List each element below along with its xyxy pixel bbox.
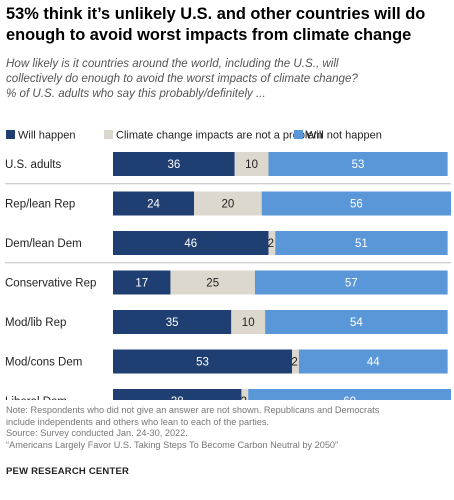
data-label-conservative-rep-not-a-problem: 25 <box>206 278 219 290</box>
bar-u-s-adults-will-not-happen <box>268 152 448 176</box>
category-label-rep-lean-rep: Rep/lean Rep <box>5 199 75 211</box>
data-label-dem-lean-dem-will-not-happen: 51 <box>355 238 368 250</box>
data-label-mod-cons-dem-not-a-problem: 2 <box>291 357 297 369</box>
category-label-conservative-rep: Conservative Rep <box>5 278 96 290</box>
legend-not-a-problem-swatch <box>104 130 113 139</box>
data-label-dem-lean-dem-will-happen: 46 <box>184 238 197 250</box>
data-label-conservative-rep-will-happen: 17 <box>135 278 148 290</box>
bar-liberal-dem-not-a-problem <box>241 389 249 400</box>
bar-liberal-dem-will-happen <box>113 389 242 400</box>
data-label-dem-lean-dem-not-a-problem: 2 <box>268 238 274 250</box>
chart-subtitle: How likely is it countries around the wo… <box>6 56 450 101</box>
data-label-conservative-rep-will-not-happen: 57 <box>345 278 358 290</box>
bar-rep-lean-rep-will-happen <box>113 191 195 216</box>
bar-liberal-dem-will-not-happen <box>248 389 451 400</box>
bar-mod-lib-rep-will-not-happen <box>265 310 448 334</box>
bar-rep-lean-rep-not-a-problem <box>194 191 262 216</box>
bar-u-s-adults-not-a-problem <box>234 152 269 176</box>
data-label-u-s-adults-not-a-problem: 10 <box>245 159 258 171</box>
data-label-rep-lean-rep-not-a-problem: 20 <box>222 199 235 211</box>
report-title: “Americans Largely Favor U.S. Taking Ste… <box>6 439 339 450</box>
note-line-1: Note: Respondents who did not give an an… <box>6 405 380 415</box>
bar-dem-lean-dem-not-a-problem <box>268 231 276 255</box>
chart-notes: Note: Respondents who did not give an an… <box>6 405 452 451</box>
bar-conservative-rep-not-a-problem <box>170 270 255 295</box>
bar-conservative-rep-will-not-happen <box>254 270 448 295</box>
note-line-2: include independents and others who lean… <box>6 416 270 427</box>
stacked-bar-chart: Will happen Climate change impacts are no… <box>5 130 451 400</box>
data-label-mod-cons-dem-will-not-happen: 44 <box>367 357 380 369</box>
data-label-liberal-dem-will-not-happen: 60 <box>343 396 356 400</box>
source-text: Source: Survey conducted Jan. 24-30, 202… <box>6 428 188 439</box>
legend-will-not-happen-label: Will not happen <box>306 130 382 142</box>
data-label-mod-lib-rep-will-happen: 35 <box>166 317 179 329</box>
legend-will-not-happen-swatch <box>294 130 303 139</box>
category-label-liberal-dem: Liberal Dem <box>5 396 67 400</box>
data-label-mod-lib-rep-will-not-happen: 54 <box>350 317 363 329</box>
title-line-1: 53% think it’s unlikely U.S. and other c… <box>6 5 426 23</box>
bar-mod-cons-dem-will-not-happen <box>298 349 448 374</box>
title-line-2: enough to avoid worst impacts from clima… <box>6 26 412 44</box>
category-label-dem-lean-dem: Dem/lean Dem <box>5 238 82 250</box>
category-label-u-s-adults: U.S. adults <box>5 159 61 171</box>
bar-conservative-rep-will-happen <box>113 270 171 295</box>
data-label-u-s-adults-will-happen: 36 <box>167 159 180 171</box>
legend-not-a-problem-label: Climate change impacts are not a problem <box>116 130 323 142</box>
subtitle-line-3: % of U.S. adults who say this probably/d… <box>6 87 266 100</box>
data-label-mod-lib-rep-not-a-problem: 10 <box>242 317 255 329</box>
bar-rep-lean-rep-will-not-happen <box>261 191 451 216</box>
organization-name: PEW RESEARCH CENTER <box>6 466 130 477</box>
legend-will-happen-swatch <box>6 130 15 139</box>
category-label-mod-lib-rep: Mod/lib Rep <box>5 317 66 329</box>
bar-u-s-adults-will-happen <box>113 152 235 176</box>
data-label-u-s-adults-will-not-happen: 53 <box>352 159 365 171</box>
bar-mod-lib-rep-not-a-problem <box>231 310 266 334</box>
bar-mod-cons-dem-will-happen <box>113 349 293 374</box>
bar-mod-cons-dem-not-a-problem <box>292 349 299 374</box>
legend-will-happen-label: Will happen <box>18 130 75 142</box>
chart-title: 53% think it’s unlikely U.S. and other c… <box>6 4 450 46</box>
data-label-liberal-dem-not-a-problem: 2 <box>241 396 247 400</box>
bar-dem-lean-dem-will-not-happen <box>275 231 448 255</box>
data-label-rep-lean-rep-will-not-happen: 56 <box>350 199 363 211</box>
bar-dem-lean-dem-will-happen <box>113 231 269 255</box>
subtitle-line-1: How likely is it countries around the wo… <box>6 57 339 70</box>
bar-mod-lib-rep-will-happen <box>113 310 232 334</box>
data-label-liberal-dem-will-happen: 38 <box>171 396 184 400</box>
data-label-mod-cons-dem-will-happen: 53 <box>196 357 209 369</box>
data-label-rep-lean-rep-will-happen: 24 <box>147 199 160 211</box>
category-label-mod-cons-dem: Mod/cons Dem <box>5 357 82 369</box>
subtitle-line-2: collectively do enough to avoid the wors… <box>6 72 358 85</box>
